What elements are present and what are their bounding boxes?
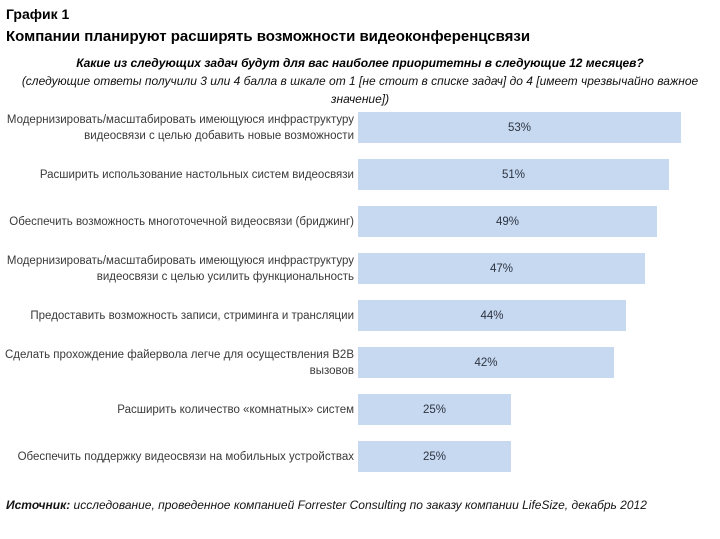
chart-number-label: График 1	[6, 6, 70, 22]
value-label: 53%	[507, 121, 532, 134]
value-label: 47%	[489, 262, 514, 275]
bar: 25%	[358, 441, 511, 472]
value-label: 25%	[422, 450, 447, 463]
bar-track: 47%	[358, 253, 720, 284]
category-label: Модернизировать/масштабировать имеющуюся…	[6, 254, 354, 283]
category-label: Обеспечить поддержку видеосвязи на мобил…	[17, 450, 354, 463]
value-label: 51%	[501, 168, 526, 181]
survey-note-line-1: (следующие ответы получили 3 или 4 балла…	[21, 74, 699, 88]
bar: 25%	[358, 394, 511, 425]
category-label: Модернизировать/масштабировать имеющуюся…	[6, 113, 354, 142]
chart-row: Обеспечить возможность многоточечной вид…	[0, 198, 720, 245]
bar: 49%	[358, 206, 657, 237]
bar: 51%	[358, 159, 669, 190]
chart-row: Обеспечить поддержку видеосвязи на мобил…	[0, 433, 720, 480]
bar-chart: Модернизировать/масштабировать имеющуюся…	[0, 104, 720, 480]
survey-question: Какие из следующих задач будут для вас н…	[76, 56, 644, 70]
bar-track: 25%	[358, 441, 720, 472]
value-label: 49%	[495, 215, 520, 228]
category-label: Предоставить возможность записи, стримин…	[30, 309, 354, 322]
bar: 44%	[358, 300, 626, 331]
value-label: 44%	[480, 309, 504, 322]
source-text: исследование, проведенное компанией Forr…	[73, 498, 647, 512]
bar: 53%	[358, 112, 681, 143]
value-label: 25%	[422, 403, 447, 416]
category-label: Сделать прохождение файервола легче для …	[4, 348, 354, 377]
source-line: Источник: исследование, проведенное комп…	[6, 497, 714, 513]
value-label: 42%	[474, 356, 498, 369]
chart-row: Модернизировать/масштабировать имеющуюся…	[0, 104, 720, 151]
bar: 47%	[358, 253, 645, 284]
bar-track: 49%	[358, 206, 720, 237]
bar: 42%	[358, 347, 614, 378]
bar-track: 25%	[358, 394, 720, 425]
bar-track: 53%	[358, 112, 720, 143]
bar-track: 42%	[358, 347, 720, 378]
bar-track: 51%	[358, 159, 720, 190]
chart-row: Расширить использование настольных систе…	[0, 151, 720, 198]
source-label: Источник:	[6, 498, 71, 512]
chart-row: Сделать прохождение файервола легче для …	[0, 339, 720, 386]
chart-header: График 1 Компании планируют расширять во…	[6, 5, 714, 107]
survey-note-line-2: значение])	[330, 92, 390, 106]
chart-row: Расширить количество «комнатных» систем 2…	[0, 386, 720, 433]
chart-row: Модернизировать/масштабировать имеющуюся…	[0, 245, 720, 292]
chart-title: Компании планируют расширять возможности…	[6, 28, 531, 45]
category-label: Обеспечить возможность многоточечной вид…	[9, 215, 354, 228]
category-label: Расширить использование настольных систе…	[39, 168, 354, 181]
chart-row: Предоставить возможность записи, стримин…	[0, 292, 720, 339]
category-label: Расширить количество «комнатных» систем	[117, 403, 354, 416]
bar-track: 44%	[358, 300, 720, 331]
